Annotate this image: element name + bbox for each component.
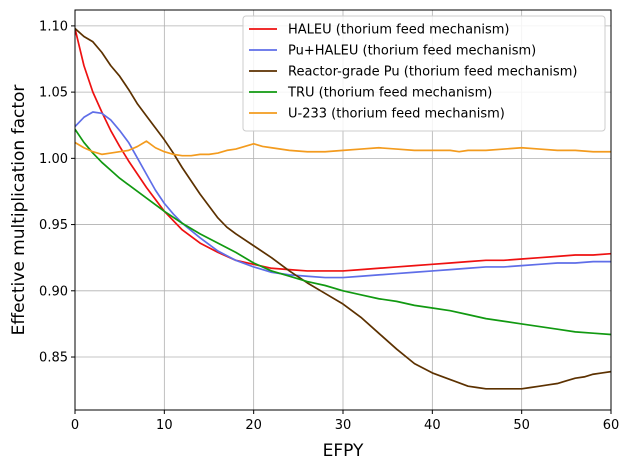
series-lines xyxy=(75,27,611,390)
series-line xyxy=(75,140,611,157)
y-tick-label: 1.10 xyxy=(39,19,68,34)
x-tick-label: 20 xyxy=(245,418,262,433)
series-line xyxy=(75,128,611,336)
series-line xyxy=(75,28,611,272)
y-axis-ticks: 0.85 0.90 0.95 1.00 1.05 1.10 xyxy=(39,19,75,366)
y-tick-label: 0.90 xyxy=(39,284,68,299)
y-tick-label: 1.00 xyxy=(39,152,68,167)
legend-entry: Pu+HALEU (thorium feed mechanism) xyxy=(288,44,536,59)
y-tick-label: 0.85 xyxy=(39,351,68,366)
y-tick-label: 1.05 xyxy=(39,86,68,101)
x-tick-label: 0 xyxy=(71,418,79,433)
x-tick-label: 60 xyxy=(603,418,620,433)
series-line xyxy=(75,27,611,390)
legend-entry: TRU (thorium feed mechanism) xyxy=(287,86,492,101)
legend-entry: Reactor-grade Pu (thorium feed mechanism… xyxy=(288,65,577,80)
legend: HALEU (thorium feed mechanism) Pu+HALEU (… xyxy=(242,15,606,132)
y-axis-label: Effective multiplication factor xyxy=(9,85,29,336)
x-axis-ticks: 0 10 20 30 40 50 60 xyxy=(71,410,619,433)
legend-entry: HALEU (thorium feed mechanism) xyxy=(288,23,509,38)
y-tick-label: 0.95 xyxy=(39,218,68,233)
x-tick-label: 30 xyxy=(335,418,352,433)
legend-box xyxy=(242,15,606,132)
x-tick-label: 50 xyxy=(513,418,530,433)
series-line xyxy=(75,111,611,279)
x-tick-label: 10 xyxy=(156,418,173,433)
legend-entry: U-233 (thorium feed mechanism) xyxy=(288,107,505,122)
x-tick-label: 40 xyxy=(424,418,441,433)
plot-area xyxy=(75,27,611,390)
x-axis-label: EFPY xyxy=(323,441,364,461)
